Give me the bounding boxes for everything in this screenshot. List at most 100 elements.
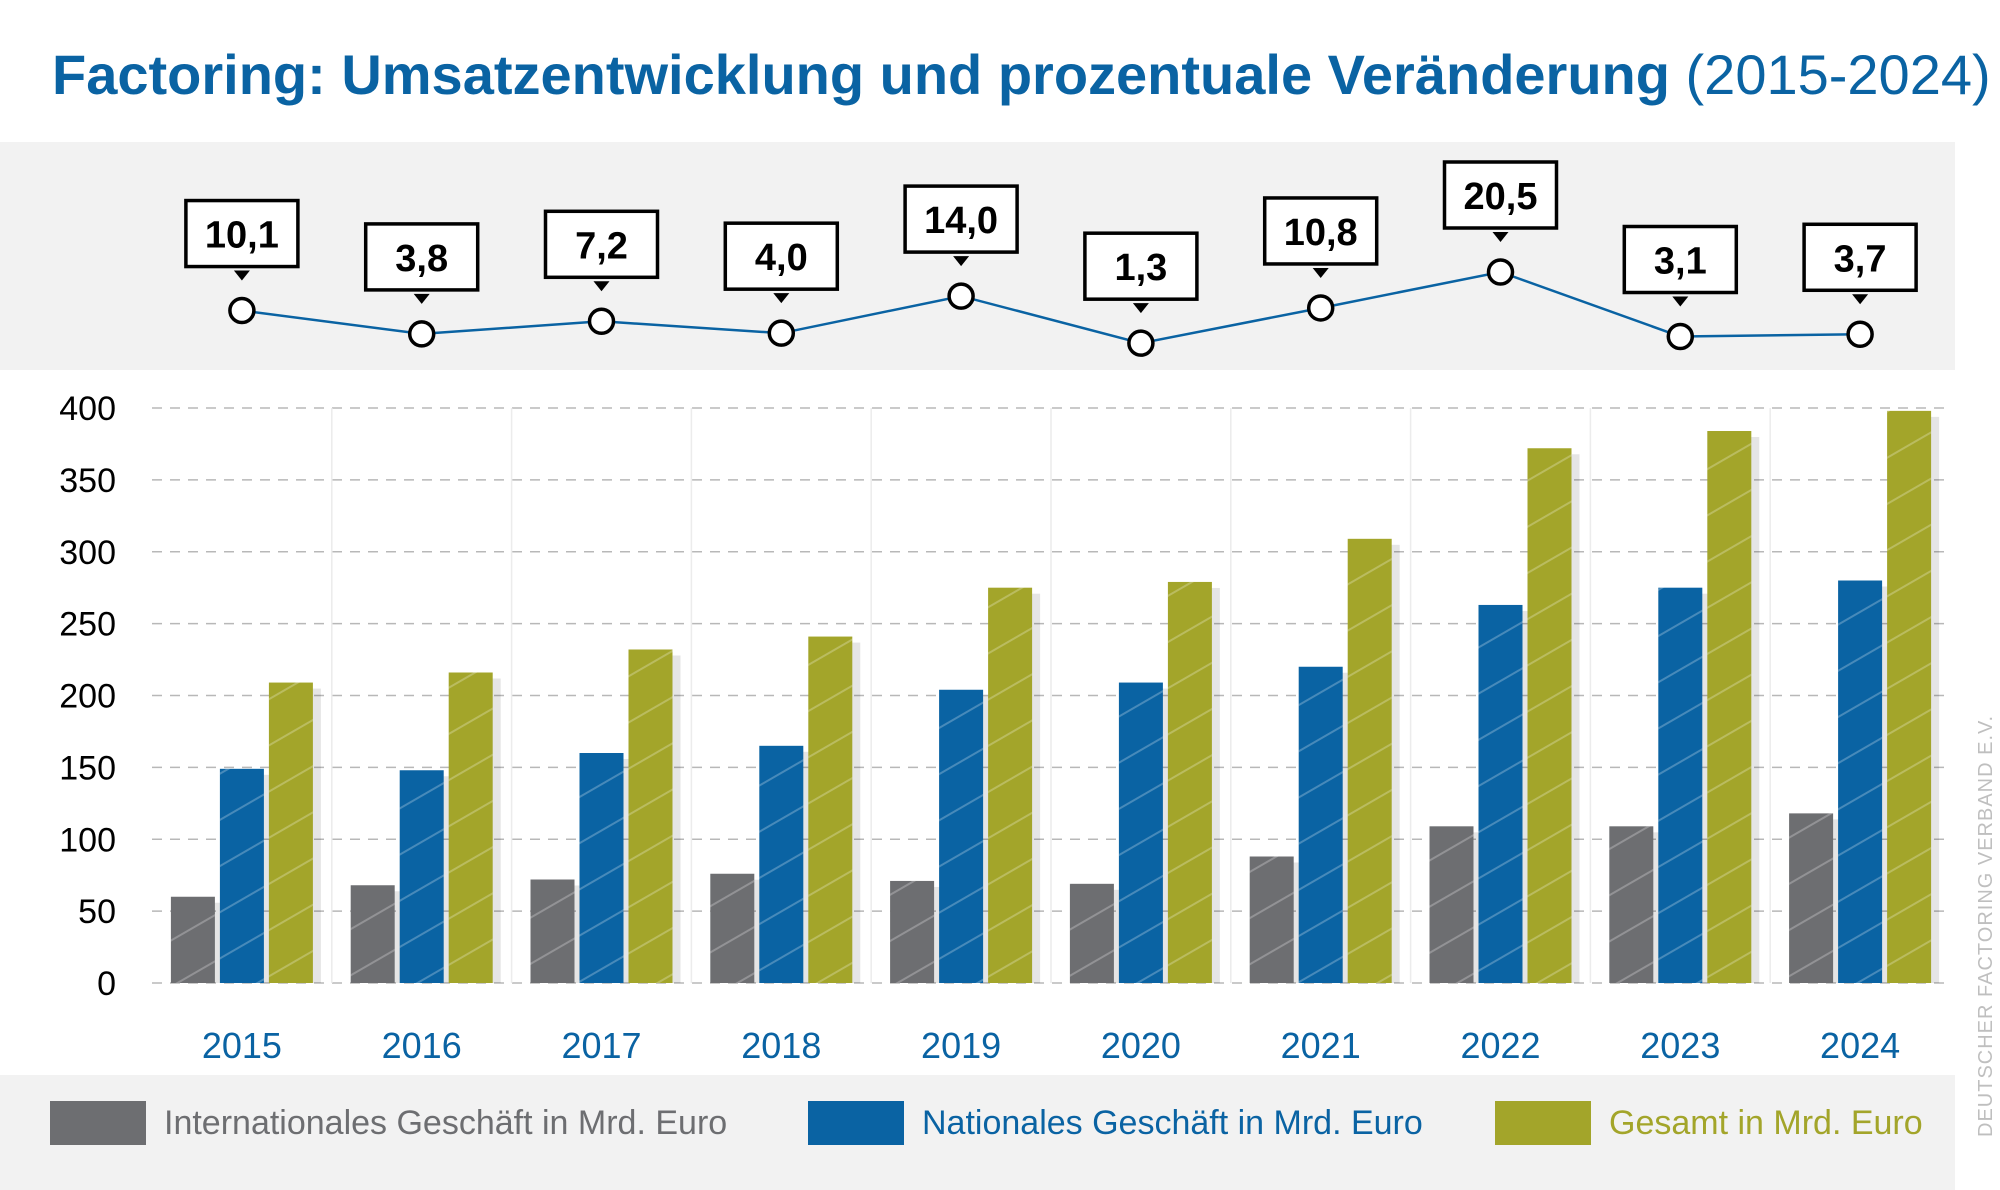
percent-label-pointer (593, 281, 610, 292)
y-tick-label: 350 (59, 462, 116, 500)
bar-hatch (1838, 580, 1883, 983)
percent-point (1846, 320, 1874, 349)
percent-change-line: 10,1 3,8 7,2 4,0 14,0 1,3 10,8 20,5 3,1 3,7 (184, 160, 1918, 357)
bar-hatch (1887, 410, 1932, 983)
bar-hatch (219, 768, 264, 983)
bar-hatch (988, 587, 1033, 983)
percent-label-box (1442, 160, 1559, 230)
y-tick-label: 200 (59, 678, 116, 716)
percent-label-pointer (953, 256, 970, 267)
percent-label-pointer (773, 293, 790, 304)
bar-hatch (448, 672, 493, 983)
chart-title-sub: (2015-2024) (1685, 43, 1991, 106)
chart-title-main: Factoring: Umsatzentwicklung und prozent… (52, 43, 1670, 106)
y-tick-label: 0 (97, 965, 116, 1003)
legend-label-international: Internationales Geschäft in Mrd. Euro (164, 1103, 728, 1142)
x-tick-label-2017: 2017 (561, 1025, 641, 1066)
percent-label-box (1083, 231, 1199, 301)
bar-hatch (530, 879, 575, 983)
bar-hatch (399, 770, 444, 983)
bar-hatch (1609, 826, 1654, 983)
y-tick-label: 150 (59, 749, 116, 787)
percent-point (587, 307, 616, 336)
y-tick-label: 250 (59, 606, 116, 644)
percent-label-box (1622, 224, 1739, 295)
percent-label-2022: 20,5 (1464, 176, 1538, 218)
x-tick-label-2024: 2024 (1820, 1025, 1900, 1066)
bar-hatch (1527, 448, 1572, 983)
percent-label-box (543, 209, 660, 280)
x-tick-label-2023: 2023 (1640, 1025, 1720, 1066)
bar-hatch (579, 753, 624, 983)
percent-label-2023: 3,1 (1654, 241, 1707, 283)
legend-swatch-international (50, 1101, 146, 1145)
percent-label-2020: 1,3 (1114, 247, 1167, 289)
legend-item-gesamt: Gesamt in Mrd. Euro (1495, 1101, 1923, 1145)
bar-hatch (939, 689, 984, 983)
x-tick-label-2021: 2021 (1281, 1025, 1361, 1066)
bar-hatch (1478, 604, 1523, 983)
x-tick-label-2022: 2022 (1460, 1025, 1540, 1066)
x-tick-label-2019: 2019 (921, 1025, 1001, 1066)
bar-hatch (710, 873, 755, 983)
bar-hatch (1707, 431, 1752, 983)
bar-hatch (1167, 581, 1212, 983)
legend-swatch-national (808, 1101, 904, 1145)
bar-hatch (1789, 813, 1834, 983)
percent-label-box (363, 222, 480, 292)
bar-hatch (268, 682, 313, 983)
bars (170, 410, 1940, 983)
bar-hatch (759, 745, 804, 983)
percent-label-pointer (413, 293, 430, 304)
percent-label-pointer (1132, 303, 1149, 314)
percent-point (228, 296, 256, 325)
legend-label-national: Nationales Geschäft in Mrd. Euro (922, 1103, 1423, 1142)
percent-point (407, 320, 436, 348)
percent-label-box (1262, 196, 1379, 266)
percent-change-polyline (241, 270, 1861, 345)
percent-label-2015: 10,1 (205, 215, 279, 257)
bar-hatch (1249, 856, 1294, 983)
percent-point (1666, 322, 1695, 351)
percent-point (1486, 258, 1515, 286)
bar-hatch (808, 636, 853, 983)
percent-label-2021: 10,8 (1284, 212, 1358, 254)
bar-hatch (350, 885, 395, 983)
credit-text: DEUTSCHER FACTORING VERBAND E.V. (1975, 714, 1997, 1137)
percent-label-box (184, 198, 300, 269)
y-tick-label: 100 (59, 821, 116, 859)
bar-hatch (1118, 682, 1163, 983)
percent-point (1306, 294, 1335, 322)
percent-point (947, 282, 975, 310)
x-tick-label-2020: 2020 (1101, 1025, 1181, 1066)
bar-hatch (170, 896, 215, 983)
percent-point (1127, 329, 1155, 357)
x-tick-label-2016: 2016 (382, 1025, 462, 1066)
percent-label-pointer (1852, 294, 1869, 305)
percent-label-pointer (1672, 296, 1689, 307)
bar-hatch (1658, 587, 1703, 983)
percent-label-pointer (1492, 232, 1509, 242)
percent-label-2017: 7,2 (575, 225, 628, 267)
bar-hatch (1429, 826, 1474, 983)
legend-item-national: Nationales Geschäft in Mrd. Euro (808, 1101, 1423, 1145)
percent-label-box (903, 184, 1019, 254)
x-tick-label-2015: 2015 (202, 1025, 282, 1066)
bar-hatch (1069, 883, 1114, 983)
percent-label-box (1802, 222, 1918, 293)
percent-label-pointer (1312, 267, 1329, 278)
x-axis: 2015 2016 2017 2018 2019 2020 2021 2022 2023 2024 (202, 1025, 1900, 1066)
percent-point (767, 319, 796, 347)
percent-label-box (723, 221, 840, 291)
y-tick-label: 400 (59, 390, 116, 428)
percent-label-pointer (233, 270, 250, 281)
chart-title: Factoring: Umsatzentwicklung und prozent… (52, 42, 1991, 107)
percent-label-2016: 3,8 (395, 238, 448, 280)
legend-panel (0, 1075, 1955, 1190)
y-tick-label: 300 (59, 534, 116, 572)
bar-hatch (1298, 666, 1343, 983)
bar-hatch (1347, 538, 1392, 983)
legend-item-international: Internationales Geschäft in Mrd. Euro (50, 1101, 727, 1145)
legend-label-gesamt: Gesamt in Mrd. Euro (1609, 1103, 1923, 1142)
